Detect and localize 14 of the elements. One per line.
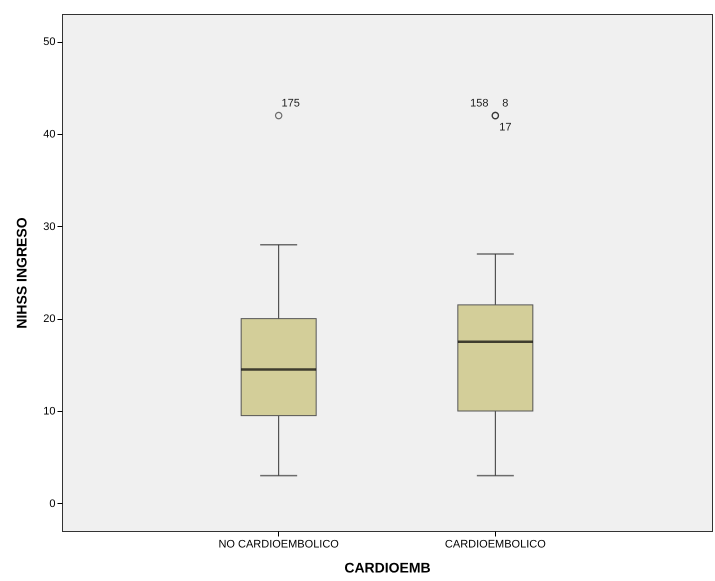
x-tick-label: CARDIOEMBOLICO [444,538,546,550]
x-axis-title: CARDIOEMB [344,560,431,576]
y-tick-label: 10 [43,405,56,418]
y-tick-label: 0 [49,498,56,510]
annotation: 17 [499,122,512,134]
y-tick-label: 40 [43,128,56,141]
annotation: 175 [281,98,300,110]
annotation: 158 [470,98,489,110]
x-tick-label: NO CARDIOEMBOLICO [218,538,340,550]
y-axis-title: NIHSS INGRESO [13,217,30,329]
y-tick-label: 50 [43,36,56,48]
annotation: 8 [502,98,508,110]
y-tick-label: 30 [43,220,56,233]
y-tick-label: 20 [43,313,56,326]
